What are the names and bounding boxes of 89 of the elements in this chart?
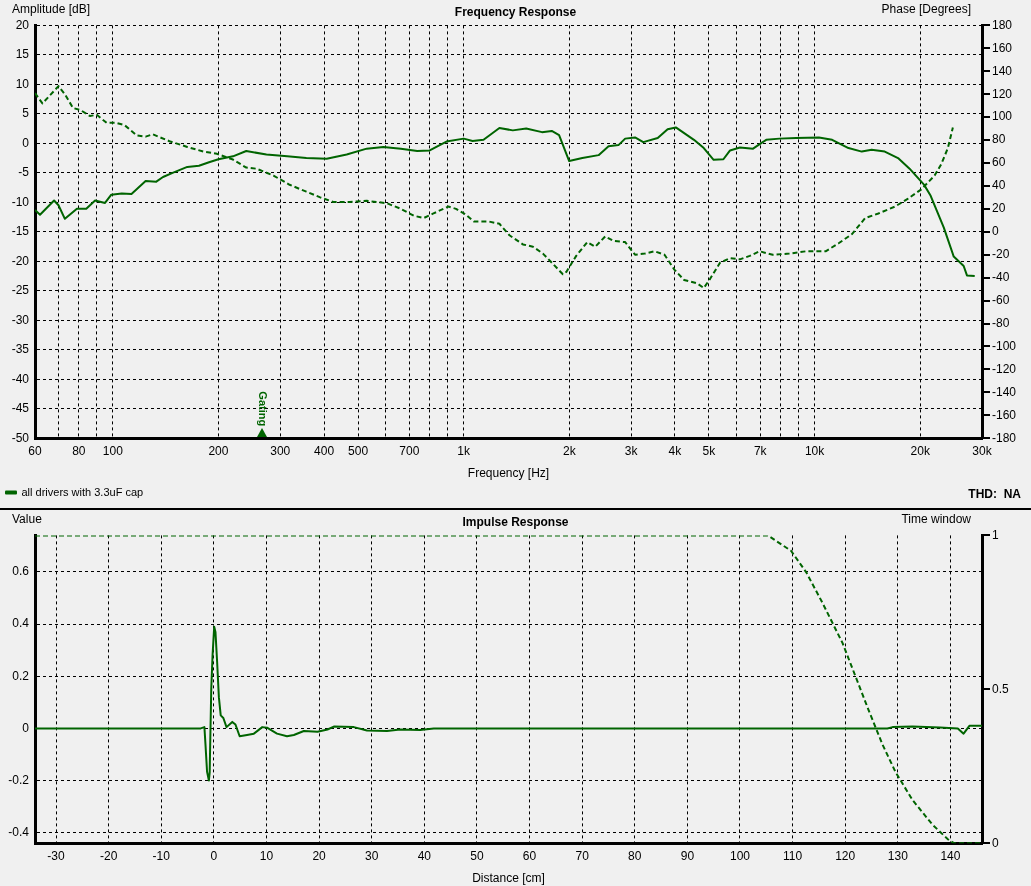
y-tick-label: -45 [11, 401, 30, 416]
y2-tick-label: -100 [992, 338, 1017, 353]
y2-tick-label: 120 [992, 86, 1013, 101]
y2-tick-label: 80 [992, 132, 1006, 147]
y-tick-label: -5 [18, 165, 30, 180]
y-tick-label: 0.2 [12, 668, 30, 683]
y-tick-label: -15 [11, 224, 30, 239]
x-tick-label: 300 [270, 443, 291, 458]
y2-axis-title: Time window [901, 511, 972, 526]
x-tick-label: 20 [312, 848, 327, 863]
y-axis-title: Amplitude [dB] [12, 1, 91, 16]
x-tick-label: 500 [348, 443, 369, 458]
y-tick-label: 0 [22, 720, 30, 735]
annotation: Gating [256, 391, 269, 427]
x-tick-label: 140 [940, 848, 961, 863]
y-tick-label: -0.2 [8, 772, 30, 787]
x-tick-label: 7k [753, 443, 768, 458]
x-tick-label: 40 [417, 848, 432, 863]
y-tick-label: 0 [22, 135, 30, 150]
y-tick-label: -10 [11, 194, 30, 209]
x-tick-label: 60 [522, 848, 537, 863]
chart-title: Impulse Response [462, 514, 569, 529]
y2-tick-label: -180 [992, 430, 1017, 445]
x-tick-label: 60 [28, 443, 42, 458]
x-tick-label: 90 [680, 848, 695, 863]
x-tick-label: 20k [910, 443, 931, 458]
y-tick-label: -20 [11, 253, 30, 268]
x-tick-label: 80 [72, 443, 86, 458]
y2-tick-label: 100 [992, 109, 1013, 124]
y-axis-title: Value [12, 511, 43, 526]
y-tick-label: -50 [11, 430, 30, 445]
text: THD: NA [968, 486, 1022, 501]
x-tick-label: 30 [365, 848, 379, 863]
y-tick-label: 20 [15, 17, 30, 32]
y2-tick-label: 40 [992, 178, 1006, 193]
y2-tick-label: 0 [992, 224, 999, 239]
x-tick-label: 130 [887, 848, 909, 863]
y2-tick-label: 180 [992, 17, 1013, 32]
x-tick-label: 100 [729, 848, 751, 863]
y2-tick-label: -60 [992, 292, 1010, 307]
y2-tick-label: -80 [992, 315, 1010, 330]
x-tick-label: 2k [563, 443, 577, 458]
y-tick-label: 0.6 [12, 564, 30, 579]
x-tick-label: 110 [783, 848, 803, 863]
x-axis-title: Distance [cm] [472, 871, 545, 886]
y2-tick-label: 140 [992, 63, 1013, 78]
x-tick-label: 1k [457, 443, 472, 458]
x-tick-label: 700 [399, 443, 420, 458]
y2-tick-label: 20 [992, 201, 1006, 216]
y-tick-label: -40 [11, 371, 30, 386]
chart-title: Frequency Response [454, 4, 577, 19]
x-tick-label: 0 [210, 848, 218, 863]
x-tick-label: 70 [575, 848, 590, 863]
y2-tick-label: -140 [992, 384, 1017, 399]
x-tick-label: 50 [470, 848, 484, 863]
x-tick-label: 10 [259, 848, 274, 863]
x-tick-label: 3k [624, 443, 639, 458]
y2-tick-label: -40 [992, 269, 1010, 284]
y2-tick-label: 0.5 [992, 681, 1010, 696]
y2-tick-label: 1 [992, 527, 999, 542]
y-tick-label: 15 [15, 47, 30, 62]
y2-tick-label: 0 [992, 835, 999, 850]
y2-tick-label: 160 [992, 40, 1013, 55]
y-tick-label: 10 [15, 76, 30, 91]
x-tick-label: -10 [152, 848, 171, 863]
y-tick-label: -30 [11, 312, 30, 327]
x-tick-label: 30k [972, 443, 993, 458]
x-tick-label: 400 [314, 443, 335, 458]
y2-tick-label: -20 [992, 247, 1010, 262]
x-tick-label: 4k [668, 443, 683, 458]
x-tick-label: -30 [47, 848, 66, 863]
x-tick-label: -20 [99, 848, 118, 863]
x-axis-title: Frequency [Hz] [467, 466, 550, 481]
x-tick-label: 5k [702, 443, 717, 458]
y-tick-label: 0.4 [12, 616, 30, 631]
y-tick-label: -0.4 [8, 825, 30, 840]
x-tick-label: 10k [804, 443, 826, 458]
y-tick-label: -25 [11, 283, 30, 298]
legend-label: all drivers with 3.3uF cap [21, 485, 144, 498]
y-tick-label: 5 [22, 106, 30, 121]
y-tick-label: -35 [11, 342, 30, 357]
y2-tick-label: -160 [992, 407, 1017, 422]
x-tick-label: 120 [835, 848, 856, 863]
y2-tick-label: -120 [992, 361, 1017, 376]
x-tick-label: 200 [208, 443, 229, 458]
y2-axis-title: Phase [Degrees] [881, 1, 971, 16]
x-tick-label: 80 [628, 848, 642, 863]
y2-tick-label: 60 [992, 155, 1006, 170]
x-tick-label: 100 [102, 443, 124, 458]
